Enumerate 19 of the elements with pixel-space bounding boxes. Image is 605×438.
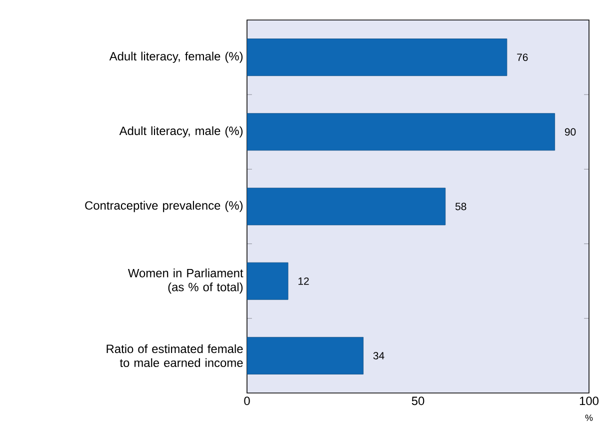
bar (247, 262, 288, 300)
data-label: 58 (455, 202, 466, 210)
x-axis-title: % (585, 414, 593, 421)
x-tick-label: 50 (412, 396, 424, 406)
data-label: 34 (373, 352, 384, 360)
bar (247, 113, 556, 151)
x-tick-label: 100 (580, 396, 599, 406)
y-tick-label: Ratio of estimated female to male earned income (106, 344, 243, 368)
data-label: 76 (517, 54, 528, 61)
bar (247, 336, 364, 374)
data-label: 12 (298, 277, 309, 285)
y-tick-label: Adult literacy, male (%) (119, 126, 243, 138)
data-label: 90 (564, 128, 576, 136)
bar (247, 38, 508, 76)
y-tick-label: Adult literacy, female (%) (109, 52, 243, 63)
bar (247, 188, 446, 226)
y-tick-label: Women in Parliament (as % of total) (128, 268, 244, 294)
x-tick-label: 0 (244, 396, 250, 406)
y-tick-label: Contraceptive prevalence (%) (85, 200, 243, 212)
